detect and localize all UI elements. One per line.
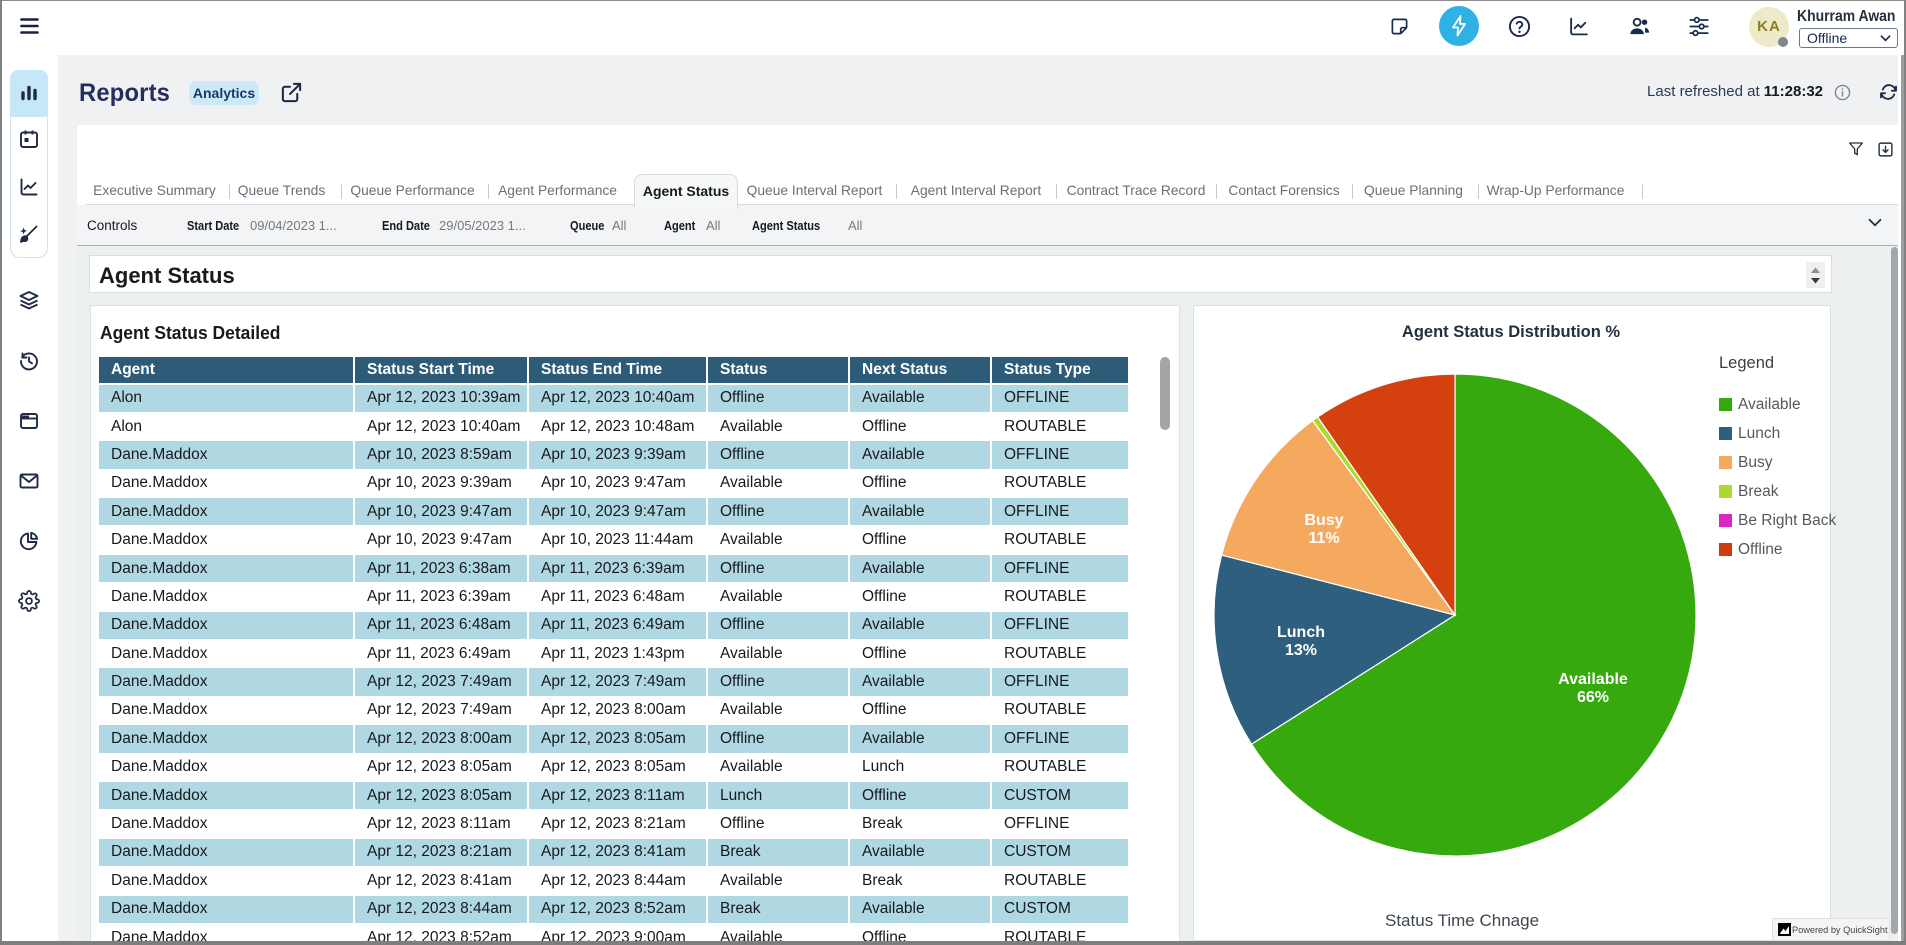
svg-text:66%: 66%	[1577, 689, 1609, 706]
svg-text:Lunch: Lunch	[1277, 624, 1325, 641]
svg-text:Busy: Busy	[1304, 512, 1343, 529]
svg-text:11%: 11%	[1308, 530, 1339, 547]
svg-text:13%: 13%	[1285, 642, 1317, 659]
svg-text:Available: Available	[1558, 671, 1628, 688]
